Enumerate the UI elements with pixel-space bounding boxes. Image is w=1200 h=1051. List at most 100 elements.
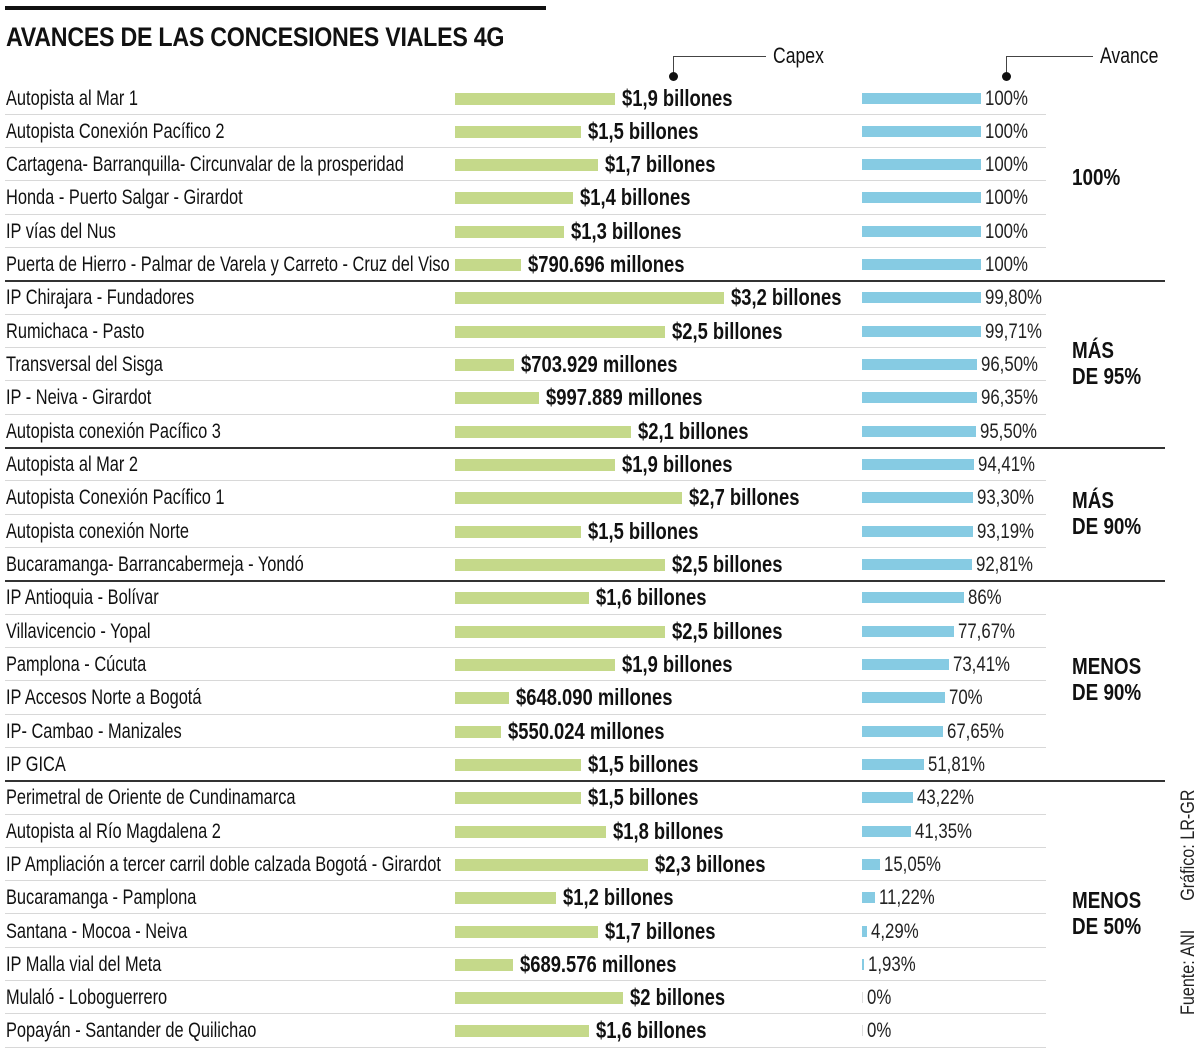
avance-label: 43,22% bbox=[917, 786, 975, 810]
table-row: Mulaló - Loboguerrero $2 billones 0% bbox=[0, 981, 1200, 1015]
concession-name: IP GICA bbox=[6, 752, 66, 776]
capex-bar bbox=[455, 359, 515, 372]
concession-name: Bucaramanga- Barrancabermeja - Yondó bbox=[6, 552, 304, 576]
concession-name: Mulaló - Loboguerrero bbox=[6, 986, 168, 1010]
row-divider bbox=[5, 646, 1046, 648]
concession-name: Puerta de Hierro - Palmar de Varela y Ca… bbox=[6, 253, 450, 277]
group-label-line: MENOS bbox=[1072, 653, 1142, 680]
avance-bar bbox=[862, 459, 975, 471]
concession-name: Autopista conexión Norte bbox=[6, 519, 190, 543]
table-row: Bucaramanga- Barrancabermeja - Yondó $2,… bbox=[0, 548, 1200, 582]
capex-bar bbox=[455, 292, 724, 305]
table-row: Autopista Conexión Pacífico 2 $1,5 billo… bbox=[0, 115, 1200, 149]
avance-label: 100% bbox=[985, 153, 1028, 177]
group-label: 100% bbox=[1072, 164, 1121, 191]
capex-label: $703.929 millones bbox=[521, 351, 678, 378]
capex-label: $1,3 billones bbox=[571, 217, 682, 244]
row-divider bbox=[5, 980, 1046, 982]
row-divider bbox=[5, 413, 1046, 415]
row-divider bbox=[5, 480, 1046, 482]
row-divider bbox=[5, 380, 1046, 382]
capex-bar bbox=[455, 525, 581, 538]
avance-label: 51,81% bbox=[927, 752, 985, 776]
avance-label: 86% bbox=[968, 586, 1002, 610]
capex-label: $550.024 millones bbox=[508, 717, 665, 744]
avance-label: 96,35% bbox=[980, 386, 1038, 410]
row-divider bbox=[5, 213, 1046, 215]
concession-name: Pamplona - Cúcuta bbox=[6, 652, 147, 676]
avance-bar bbox=[862, 592, 965, 604]
row-divider bbox=[5, 913, 1046, 915]
capex-bar bbox=[455, 392, 539, 405]
avance-bar bbox=[862, 658, 950, 670]
concession-name: IP Antioquia - Bolívar bbox=[6, 586, 159, 610]
capex-bar bbox=[455, 125, 581, 138]
capex-label: $2,5 billones bbox=[672, 550, 783, 577]
concession-name: IP Accesos Norte a Bogotá bbox=[6, 686, 202, 710]
group-label-line: DE 90% bbox=[1072, 679, 1142, 706]
avance-label: 15,05% bbox=[883, 852, 941, 876]
group-label-line: MENOS bbox=[1072, 886, 1142, 913]
table-row: IP GICA $1,5 billones 51,81% bbox=[0, 748, 1200, 782]
table-row: Autopista al Río Magdalena 2 $1,8 billon… bbox=[0, 815, 1200, 848]
row-divider bbox=[5, 1013, 1046, 1015]
row-divider bbox=[5, 247, 1046, 249]
table-row: IP Accesos Norte a Bogotá $648.090 millo… bbox=[0, 681, 1200, 715]
row-divider bbox=[5, 746, 1046, 748]
table-row: Autopista conexión Pacífico 3 $2,1 billo… bbox=[0, 415, 1200, 448]
row-divider bbox=[5, 946, 1046, 948]
group-label: MENOS DE 90% bbox=[1072, 653, 1141, 705]
capex-leader-dot bbox=[669, 72, 678, 81]
top-rule bbox=[5, 6, 546, 10]
concession-name: Rumichaca - Pasto bbox=[6, 319, 145, 343]
avance-leader-dot bbox=[1002, 72, 1011, 81]
capex-label: $1,5 billones bbox=[588, 117, 699, 144]
group-label: MÁS DE 95% bbox=[1072, 337, 1141, 389]
avance-label: 0% bbox=[867, 1019, 892, 1043]
capex-label: $1,6 billones bbox=[596, 1017, 707, 1044]
avance-bar bbox=[862, 359, 977, 371]
table-row: Popayán - Santander de Quilichao $1,6 bi… bbox=[0, 1014, 1200, 1048]
capex-bar bbox=[455, 858, 649, 871]
avance-label: 67,65% bbox=[946, 719, 1004, 743]
capex-bar bbox=[455, 492, 682, 505]
group-label: MÁS DE 90% bbox=[1072, 487, 1141, 539]
avance-label: 11,22% bbox=[879, 886, 936, 910]
group-label-line: DE 50% bbox=[1072, 912, 1142, 939]
concession-name: Autopista conexión Pacífico 3 bbox=[6, 419, 221, 443]
avance-label: 100% bbox=[985, 253, 1028, 277]
capex-bar bbox=[455, 1025, 590, 1038]
avance-label: 96,50% bbox=[980, 353, 1038, 377]
capex-leader-line bbox=[673, 56, 766, 75]
concession-name: Autopista al Mar 1 bbox=[6, 86, 139, 110]
table-row: Rumichaca - Pasto $2,5 billones 99,71% bbox=[0, 315, 1200, 349]
avance-label: 93,30% bbox=[977, 486, 1035, 510]
capex-label: $1,5 billones bbox=[588, 750, 699, 777]
avance-label: 93,19% bbox=[976, 519, 1034, 543]
avance-label: 41,35% bbox=[915, 819, 973, 843]
avance-bar bbox=[862, 858, 880, 870]
concession-name: IP - Neiva - Girardot bbox=[6, 386, 152, 410]
row-divider bbox=[5, 846, 1046, 848]
table-row: Transversal del Sisga $703.929 millones … bbox=[0, 348, 1200, 382]
table-row: Autopista al Mar 1 $1,9 billones 100% bbox=[0, 82, 1200, 115]
avance-label: 1,93% bbox=[868, 952, 916, 976]
group-label-line: MÁS bbox=[1072, 336, 1114, 363]
avance-bar bbox=[862, 1025, 863, 1037]
capex-label: $2,1 billones bbox=[638, 417, 749, 444]
row-divider bbox=[5, 813, 1046, 815]
capex-bar bbox=[455, 792, 581, 805]
avance-label: 100% bbox=[985, 219, 1028, 243]
credit-text: Gráfico: LR-GR bbox=[1178, 789, 1199, 901]
capex-label: $1,4 billones bbox=[579, 184, 691, 211]
table-row: IP- Cambao - Manizales $550.024 millones… bbox=[0, 715, 1200, 748]
capex-label: $1,9 billones bbox=[621, 451, 733, 478]
capex-label: $1,7 billones bbox=[604, 917, 716, 944]
avance-label: 95,50% bbox=[979, 419, 1037, 443]
avance-header: Avance bbox=[1100, 43, 1159, 68]
row-divider bbox=[5, 1046, 1046, 1048]
table-row: Cartagena- Barranquilla- Circunvalar de … bbox=[0, 148, 1200, 182]
avance-bar bbox=[862, 758, 924, 770]
capex-label: $2,3 billones bbox=[655, 850, 766, 877]
row-divider bbox=[5, 880, 1046, 882]
